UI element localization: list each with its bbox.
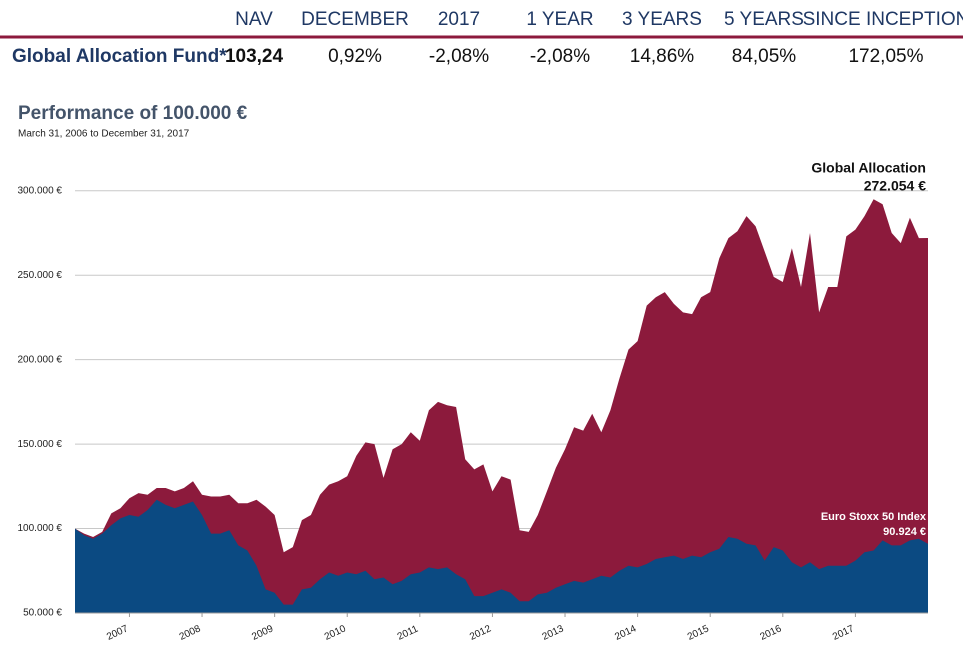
- area: [75, 199, 928, 613]
- cell: -2,08%: [429, 46, 489, 67]
- cell: 103,24: [225, 46, 284, 67]
- annotation-value: 272.054 €: [864, 178, 926, 194]
- y-tick-label: 150.000 €: [18, 439, 63, 450]
- chart-subtitle: March 31, 2006 to December 31, 2017: [18, 129, 190, 140]
- column-header: 5 YEARS: [724, 9, 804, 30]
- cell: 172,05%: [848, 46, 923, 67]
- area: [75, 499, 928, 613]
- chart-title: Performance of 100.000 €: [18, 103, 248, 124]
- y-tick-label: 100.000 €: [18, 523, 63, 534]
- row-name: Global Allocation Fund*: [12, 46, 227, 67]
- y-tick-label: 250.000 €: [18, 270, 63, 281]
- y-tick-label: 300.000 €: [18, 185, 63, 196]
- column-header: 1 YEAR: [526, 9, 593, 30]
- cell: 0,92%: [328, 46, 382, 67]
- column-header: NAV: [235, 9, 273, 30]
- annotation-value: 90.924 €: [883, 526, 926, 538]
- annotation-label: Euro Stoxx 50 Index: [821, 511, 927, 523]
- column-header: SINCE INCEPTION: [803, 9, 963, 30]
- cell: 84,05%: [732, 46, 797, 67]
- cell: 14,86%: [630, 46, 695, 67]
- y-tick-label: 200.000 €: [18, 354, 63, 365]
- column-header: 3 YEARS: [622, 9, 702, 30]
- column-header: 2017: [438, 9, 480, 30]
- annotation-label: Global Allocation: [811, 160, 926, 176]
- y-tick-label: 50.000 €: [23, 608, 62, 619]
- cell: -2,08%: [530, 46, 590, 67]
- column-header: DECEMBER: [301, 9, 409, 30]
